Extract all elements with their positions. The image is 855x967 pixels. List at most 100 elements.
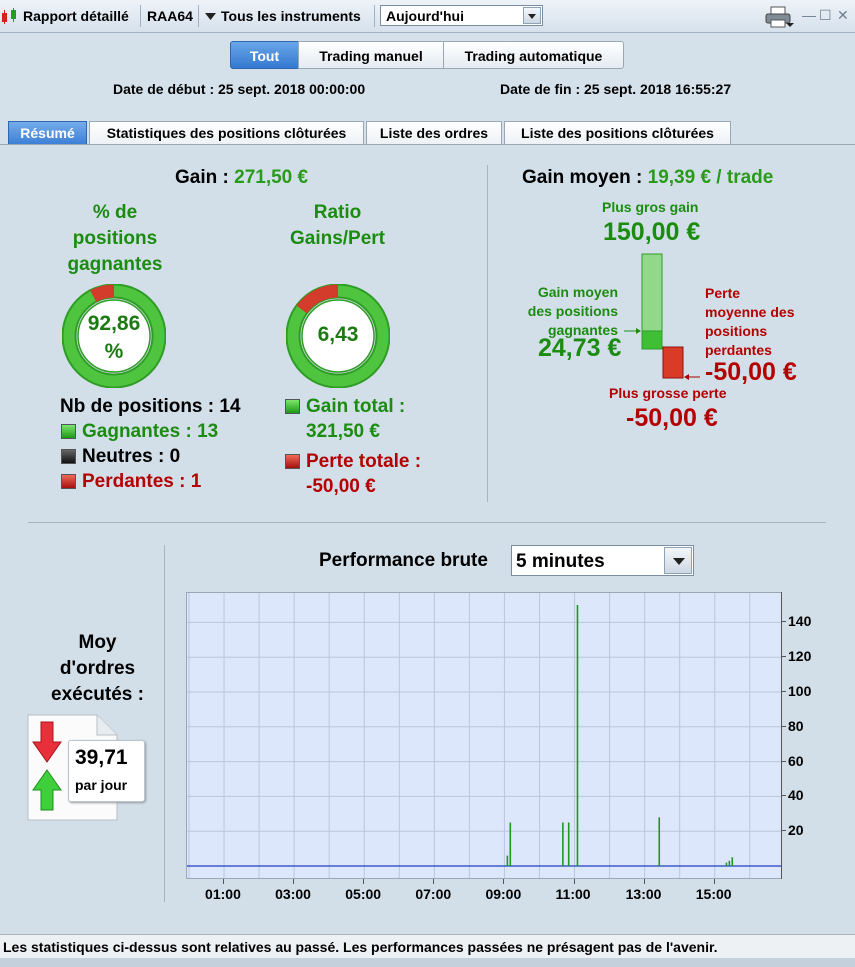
title-bar: Rapport détaillé RAA64 Tous les instrume… (0, 0, 855, 33)
avg-loss-label-line: Perte (705, 285, 741, 301)
avg-loss-label-line: perdantes (705, 342, 772, 358)
winners-legend-icon (61, 424, 76, 439)
y-tick-mark (781, 621, 786, 623)
avg-win-label-line: Gain moyen (537, 284, 618, 300)
avg-win-label: Gain moyen des positions gagnantes (510, 283, 618, 340)
orders-value-box (68, 740, 145, 802)
ratio-title: Ratio Gains/Pert (265, 200, 410, 252)
x-tick-mark (293, 879, 295, 884)
orders-title: Moy d'ordres exécutés : (20, 630, 175, 708)
avg-loss-value: -50,00 € (705, 358, 797, 386)
x-tick-label: 05:00 (345, 886, 382, 902)
winning-pct-title-line: gagnantes (67, 254, 163, 275)
positions-count: Nb de positions : 14 (60, 396, 241, 417)
neutral-legend-icon (61, 449, 76, 464)
filter-manual-button[interactable]: Trading manuel (298, 41, 444, 69)
winning-pct-value: 92,86 % (62, 310, 166, 366)
y-axis-line (781, 592, 782, 879)
orders-title-line: d'ordres (59, 658, 136, 679)
orders-title-line: exécutés : (51, 684, 144, 705)
period-select[interactable]: Aujourd'hui (380, 5, 543, 26)
winning-pct-title-line: positions (72, 228, 158, 249)
tab-closed-position-list[interactable]: Liste des positions clôturées (504, 121, 731, 144)
start-date: Date de début : 25 sept. 2018 00:00:00 (113, 81, 366, 97)
winning-pct-title: % de positions gagnantes (40, 200, 190, 278)
avg-loss-label-line: moyenne des (705, 304, 795, 320)
avg-gain-line: Gain moyen : 19,39 € / trade (522, 167, 773, 189)
chart-bar (731, 857, 734, 866)
ratio-donut (286, 284, 390, 388)
biggest-gain-label: Plus gros gain (602, 199, 699, 215)
y-tick-label: 40 (788, 787, 804, 804)
gain-value: 271,50 € (234, 167, 309, 188)
close-icon[interactable]: ✕ (837, 7, 849, 23)
divider (28, 522, 826, 523)
tab-order-list[interactable]: Liste des ordres (366, 121, 502, 144)
separator (374, 5, 375, 27)
loss-total-value: -50,00 € (306, 476, 376, 497)
y-tick-label: 120 (788, 648, 812, 665)
filter-automatic-button[interactable]: Trading automatique (443, 41, 624, 69)
end-date: Date de fin : 25 sept. 2018 16:55:27 (500, 81, 732, 97)
losers-legend-icon (61, 474, 76, 489)
x-tick-mark (573, 879, 575, 884)
chart-bar (506, 855, 509, 866)
x-tick-mark (643, 879, 645, 884)
ratio-title-line: Ratio (313, 202, 362, 223)
account-selector[interactable]: RAA64 (147, 8, 193, 24)
orders-title-line: Moy (78, 632, 117, 653)
orders-unit: par jour (75, 777, 128, 793)
chart-bar (562, 822, 564, 866)
performance-chart-plot (187, 593, 781, 878)
candlestick-icon (2, 8, 16, 24)
divider (164, 545, 165, 902)
orders-value: 39,71 (75, 746, 128, 769)
chevron-down-icon[interactable] (205, 13, 216, 21)
chart-bar (725, 862, 728, 866)
print-icon[interactable] (764, 6, 794, 28)
tab-closed-position-stats[interactable]: Statistiques des positions clôturées (89, 121, 364, 144)
report-title: Rapport détaillé (23, 8, 129, 24)
chart-bar (576, 605, 579, 866)
winning-pct-number: 92,86 (87, 312, 141, 335)
y-tick-label: 20 (788, 822, 804, 839)
x-tick-label: 11:00 (555, 886, 591, 902)
instruments-selector[interactable]: Tous les instruments (221, 8, 361, 24)
interval-select-value: 5 minutes (516, 551, 605, 572)
x-tick-mark (503, 879, 505, 884)
losers-count: Perdantes : 1 (82, 471, 202, 492)
winning-pct-title-line: % de (92, 202, 138, 223)
gain-total-value: 321,50 € (306, 421, 380, 442)
maximize-icon[interactable]: ☐ (819, 7, 832, 23)
y-tick-label: 60 (788, 752, 804, 769)
winning-pct-donut (62, 284, 166, 388)
gain-total-legend-icon (285, 399, 300, 414)
neutral-count: Neutres : 0 (82, 446, 181, 467)
biggest-loss-value: -50,00 € (626, 404, 718, 432)
y-tick-label: 140 (788, 613, 812, 630)
filter-all-button[interactable]: Tout (230, 41, 299, 69)
winning-pct-unit: % (104, 340, 124, 363)
chart-bar (567, 822, 570, 866)
y-tick-mark (781, 795, 786, 797)
biggest-loss-label: Plus grosse perte (609, 385, 727, 401)
x-tick-label: 15:00 (695, 886, 732, 902)
performance-title: Performance brute (319, 550, 488, 571)
dropdown-arrow-icon[interactable] (523, 7, 541, 24)
gain-loss-bars (624, 253, 700, 380)
minimize-icon[interactable]: — (802, 7, 816, 23)
avg-loss-label-line: positions (705, 323, 768, 339)
loss-total-legend-icon (285, 454, 300, 469)
interval-select[interactable]: 5 minutes (511, 545, 694, 576)
y-tick-mark (781, 656, 786, 658)
avg-gain-label: Gain moyen : (522, 167, 643, 188)
y-tick-mark (781, 691, 786, 692)
y-tick-label: 80 (788, 717, 804, 734)
avg-win-value: 24,73 € (538, 334, 622, 362)
tab-summary[interactable]: Résumé (8, 121, 87, 144)
y-tick-mark (781, 830, 786, 832)
dropdown-arrow-icon[interactable] (664, 547, 692, 574)
y-tick-mark (781, 760, 786, 762)
y-tick-mark (781, 725, 786, 727)
gain-total-label: Gain total : (306, 396, 406, 417)
